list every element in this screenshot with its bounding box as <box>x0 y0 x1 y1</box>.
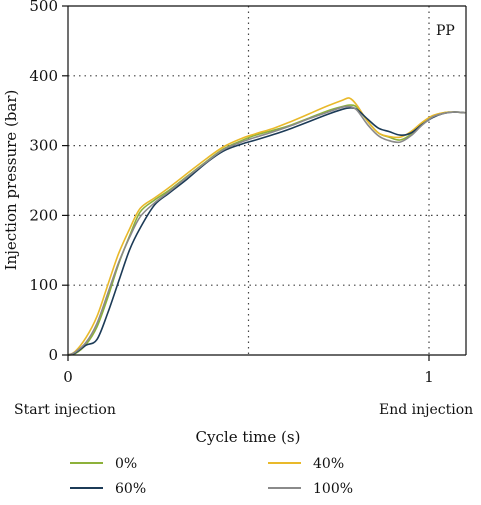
y-tick-label: 400 <box>29 67 58 85</box>
y-tick-labels: 0 100 200 300 400 500 <box>29 0 58 364</box>
series-line-1 <box>67 97 466 356</box>
series-line-2 <box>67 107 466 356</box>
y-tick-label: 500 <box>29 0 58 15</box>
legend: 0% 40% 60% 100% <box>70 456 353 497</box>
y-tick-label: 100 <box>29 276 58 294</box>
series-line-3 <box>67 105 466 356</box>
y-tick-label: 200 <box>29 206 58 224</box>
legend-label-0: 0% <box>115 456 137 472</box>
legend-label-3: 100% <box>313 481 353 497</box>
y-axis-label: Injection pressure (bar) <box>2 90 20 271</box>
legend-label-2: 60% <box>115 481 146 497</box>
y-tick-label: 0 <box>48 346 58 364</box>
chart-series-lines <box>67 97 466 356</box>
legend-label-1: 40% <box>313 456 344 472</box>
end-injection-annotation: End injection <box>379 402 473 418</box>
series-line-0 <box>67 104 466 356</box>
x-tick-label: 1 <box>424 368 434 386</box>
chart-grid <box>68 6 466 355</box>
chart-axes <box>62 5 467 361</box>
x-axis-label: Cycle time (s) <box>196 428 301 446</box>
x-tick-label: 0 <box>63 368 73 386</box>
panel-tag: PP <box>436 23 455 39</box>
y-tick-label: 300 <box>29 137 58 155</box>
start-injection-annotation: Start injection <box>14 402 116 418</box>
